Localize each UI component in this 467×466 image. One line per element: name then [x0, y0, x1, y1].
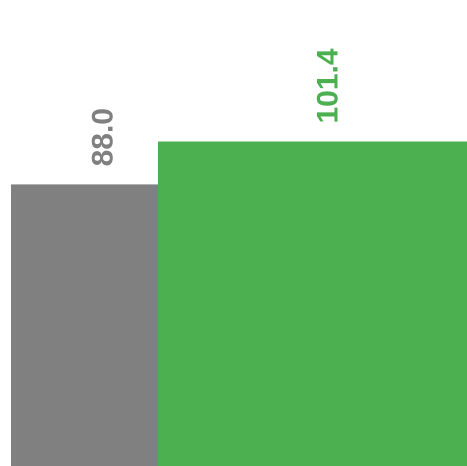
- bar-1-value-label: 88.0: [87, 108, 120, 166]
- bar-2-value-label: 101.4: [312, 48, 345, 123]
- bar-1: [11, 184, 158, 466]
- bar-2: [158, 141, 467, 466]
